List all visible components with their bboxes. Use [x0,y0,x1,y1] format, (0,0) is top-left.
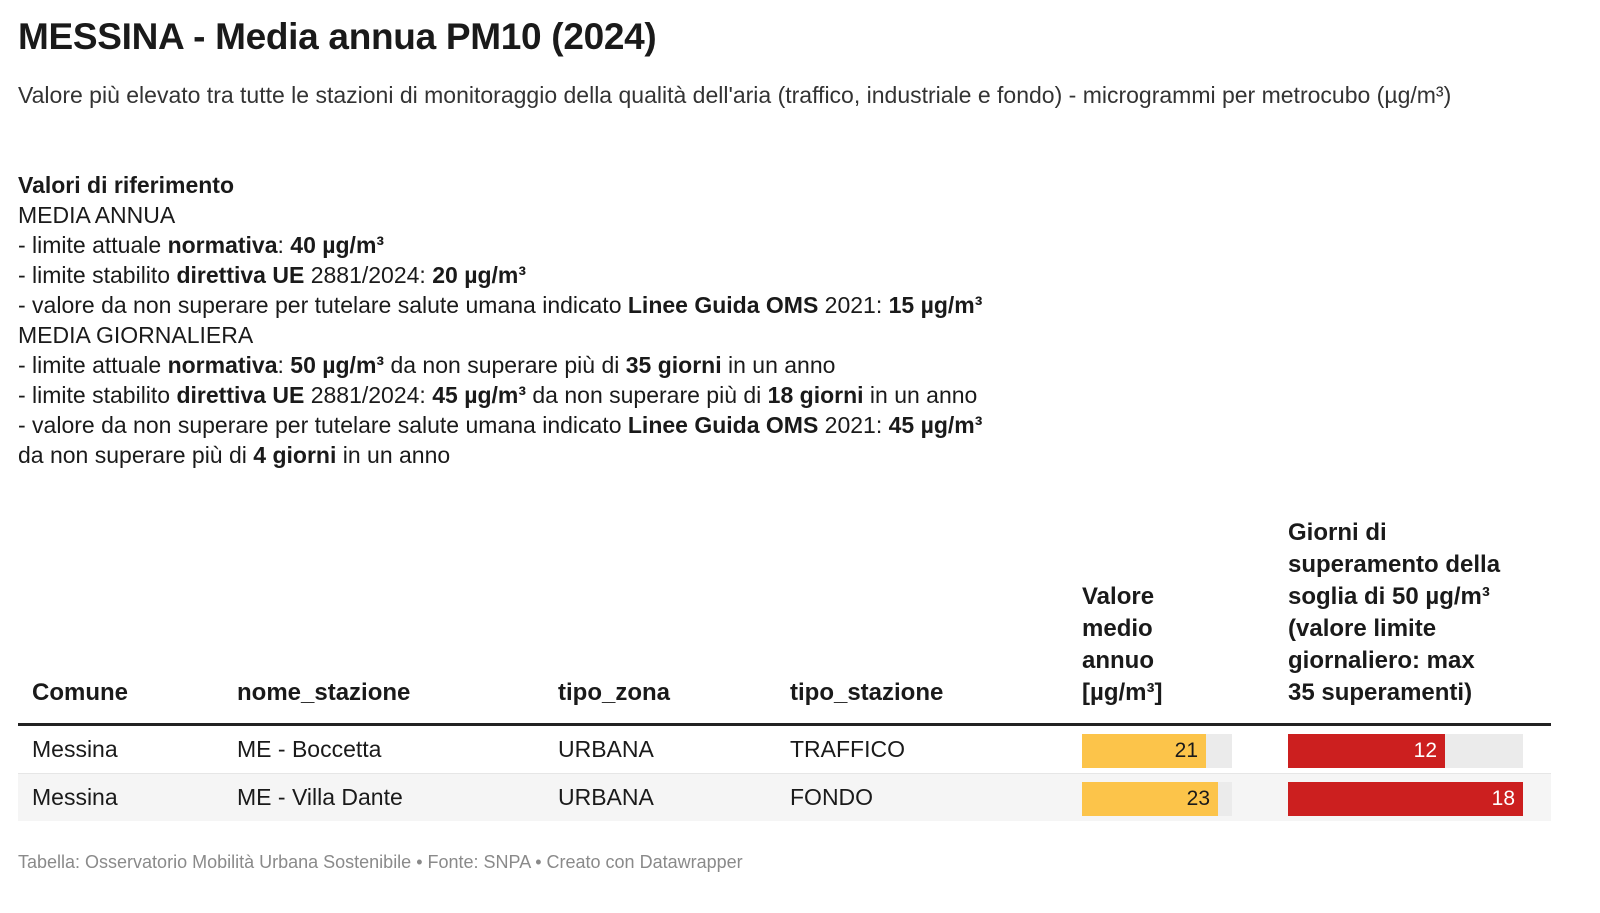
note-text: 45 µg/m³ [432,382,526,408]
header-line: Valore [1082,583,1155,610]
cell-comune: Messina [32,736,118,762]
note-text: : [277,352,291,378]
annual-line: - limite stabilito direttiva UE 2881/202… [18,260,1118,290]
note-text: - valore da non superare per tutelare sa… [18,292,628,318]
cell-tipo-zona: URBANA [558,736,654,762]
cell-giorni: 12 [1288,726,1523,773]
header-line: (valore limite [1288,615,1437,642]
header-valore-medio[interactable]: Valore medio annuo [µg/m³] [1082,581,1232,709]
annual-limits: - limite attuale normativa: 40 µg/m³ - li… [18,230,1118,320]
data-table: Comune nome_stazione tipo_zona tipo_staz… [18,515,1551,821]
note-text: 2021: [818,412,889,438]
note-text: 2881/2024: [304,382,433,408]
cell-giorni: 18 [1288,774,1523,821]
annual-heading: MEDIA ANNUA [18,202,176,228]
cell-comune: Messina [32,784,118,810]
note-text: Linee Guida OMS [627,412,819,438]
header-giorni-superamento[interactable]: Giorni di superamento della soglia di 50… [1288,517,1548,709]
notes-heading: Valori di riferimento [18,172,234,198]
giorni-label: 18 [1491,787,1515,810]
note-text: da non superare più di [384,352,626,378]
note-text: - limite stabilito [18,382,177,408]
header-line: medio [1082,615,1153,642]
note-text: 18 giorni [767,382,864,408]
note-text: 15 µg/m³ [888,292,983,318]
note-text: - limite attuale [18,352,168,378]
daily-line: - limite stabilito direttiva UE 2881/202… [18,380,1118,410]
note-text: in un anno [863,382,978,408]
header-comune[interactable]: Comune [32,679,128,706]
page-subtitle: Valore più elevato tra tutte le stazioni… [18,82,1452,108]
header-line: giornaliero: max [1288,647,1475,674]
valore-label: 23 [1186,787,1210,810]
note-text: direttiva UE [176,382,305,408]
header-tipo-stazione[interactable]: tipo_stazione [790,679,944,706]
valore-bar-track: 23 [1082,782,1232,816]
note-text: 4 giorni [253,442,337,468]
note-text: - limite stabilito [18,262,177,288]
note-text: direttiva UE [176,262,305,288]
daily-line: - valore da non superare per tutelare sa… [18,410,1118,440]
header-line: [µg/m³] [1082,679,1163,706]
cell-valore: 23 [1082,774,1232,821]
daily-line: - limite attuale normativa: 50 µg/m³ da … [18,350,1118,380]
footer-credits: Tabella: Osservatorio Mobilità Urbana So… [18,852,743,872]
giorni-bar-track: 12 [1288,734,1523,768]
annual-line: - valore da non superare per tutelare sa… [18,290,1118,320]
note-text: 45 µg/m³ [888,412,983,438]
giorni-bar [1288,734,1445,768]
cell-tipo-stazione: FONDO [790,784,874,810]
cell-tipo-stazione: TRAFFICO [790,736,905,762]
header-line: annuo [1082,647,1154,674]
cell-nome-stazione: ME - Villa Dante [237,784,403,810]
note-text: 40 µg/m³ [290,232,385,258]
note-text: : [277,232,291,258]
cell-valore: 21 [1082,726,1232,773]
note-text: 2021: [818,292,889,318]
note-text: - limite attuale [18,232,168,258]
note-text: 2881/2024: [304,262,433,288]
giorni-bar-track: 18 [1288,782,1523,816]
cell-nome-stazione: ME - Boccetta [237,736,382,762]
valore-bar [1082,782,1218,816]
page-title: MESSINA - Media annua PM10 (2024) [18,16,657,57]
header-line: superamento della [1288,551,1501,578]
reference-notes: Valori di riferimento MEDIA ANNUA - limi… [18,170,1118,470]
note-text: 35 giorni [625,352,722,378]
note-text: 50 µg/m³ [290,352,385,378]
note-text: in un anno [336,442,451,468]
table-row: Messina ME - Villa Dante URBANA FONDO 23… [18,774,1551,821]
daily-limits: - limite attuale normativa: 50 µg/m³ da … [18,350,1118,470]
cell-tipo-zona: URBANA [558,784,654,810]
table-header: Comune nome_stazione tipo_zona tipo_staz… [18,515,1551,726]
header-line: Giorni di [1288,519,1387,546]
header-line: 35 superamenti) [1288,679,1473,706]
note-text: da non superare più di [526,382,768,408]
table-row: Messina ME - Boccetta URBANA TRAFFICO 21… [18,726,1551,774]
note-text: 20 µg/m³ [432,262,526,288]
daily-line: da non superare più di 4 giorni in un an… [18,440,1118,470]
annual-line: - limite attuale normativa: 40 µg/m³ [18,230,1118,260]
note-text: da non superare più di [18,442,254,468]
valore-label: 21 [1174,739,1198,762]
note-text: Linee Guida OMS [627,292,819,318]
header-tipo-zona[interactable]: tipo_zona [558,679,670,706]
header-nome-stazione[interactable]: nome_stazione [237,679,411,706]
note-text: - valore da non superare per tutelare sa… [18,412,628,438]
note-text: normativa [167,232,278,258]
daily-heading: MEDIA GIORNALIERA [18,322,254,348]
note-text: normativa [167,352,278,378]
valore-bar [1082,734,1206,768]
valore-bar-track: 21 [1082,734,1232,768]
giorni-bar [1288,782,1523,816]
header-line: soglia di 50 µg/m³ [1288,583,1490,610]
giorni-label: 12 [1413,739,1437,762]
note-text: in un anno [721,352,836,378]
